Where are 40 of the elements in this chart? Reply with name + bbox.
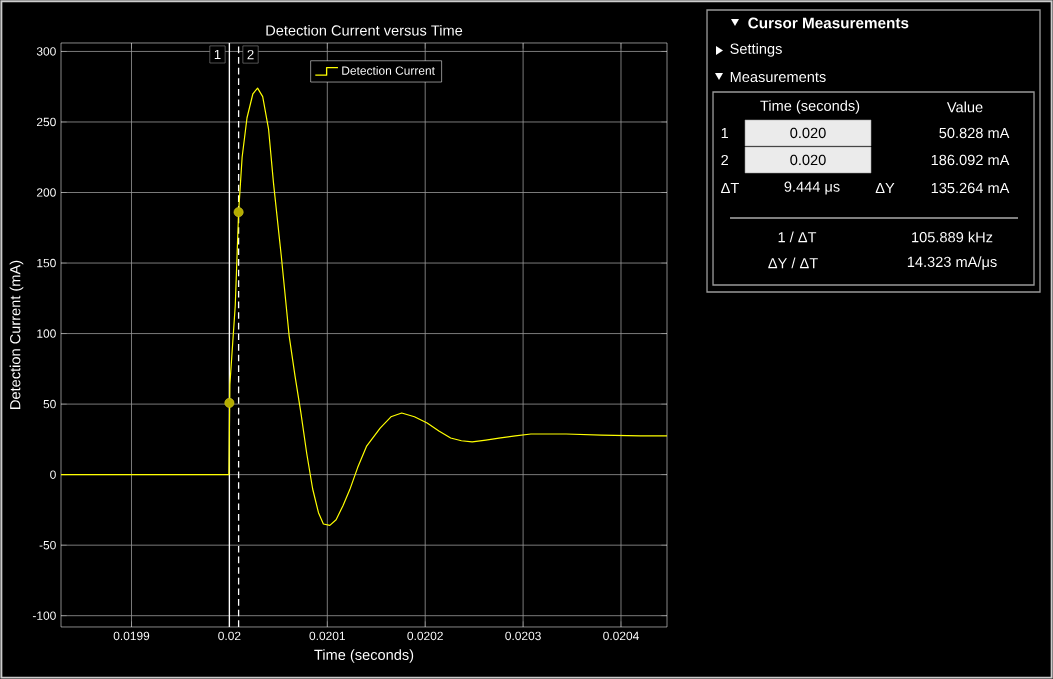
y-tick-label: -50 (39, 540, 56, 550)
text: 2 (721, 154, 729, 166)
x-axis-title: Time (seconds) (314, 649, 414, 663)
text: 0.020 (790, 154, 826, 166)
y-tick-label: -100 (32, 611, 56, 620)
text: ΔT (721, 182, 739, 194)
text: 186.092 mA (931, 154, 1010, 166)
text: 0.020 (790, 127, 826, 139)
y-tick-label: 100 (37, 329, 56, 338)
text: Value (946, 101, 983, 113)
legend-label: Detection Current (342, 66, 435, 75)
y-tick-label: 200 (36, 188, 56, 197)
x-tick-label: 0.0204 (603, 631, 639, 641)
text: 105.889 kHz (912, 231, 993, 243)
y-tick-label: 300 (36, 47, 56, 56)
x-tick-label: 0.0199 (113, 631, 150, 641)
text: 135.264 mA (931, 182, 1010, 194)
text: 9.444 μs (784, 181, 840, 195)
text: ΔY / ΔT (768, 257, 818, 269)
x-tick-label: 0.02 (218, 631, 241, 641)
text: Measurements (730, 71, 826, 83)
text: 50.828 mA (939, 127, 1010, 139)
text: ΔY (875, 182, 895, 194)
text: Cursor Measurements (748, 17, 909, 29)
y-axis-title: Detection Current (mA) (9, 260, 24, 409)
chart-title: Detection Current versus Time (266, 24, 463, 36)
text: Settings (730, 43, 782, 57)
x-tick-label: 0.0203 (505, 631, 541, 641)
annotation: 1 (214, 49, 221, 60)
x-tick-label: 0.0202 (407, 631, 443, 641)
text: Time (seconds) (760, 100, 860, 114)
y-tick-label: 50 (43, 399, 56, 409)
text: 1 (721, 127, 729, 139)
y-tick-label: 0 (50, 470, 56, 479)
text: 14.323 mA/μs (907, 256, 997, 270)
x-tick-label: 0.0201 (309, 631, 345, 641)
y-tick-label: 250 (36, 117, 56, 127)
annotation: 2 (247, 49, 254, 60)
text: 1 / ΔT (778, 231, 817, 243)
y-tick-label: 150 (37, 258, 56, 268)
